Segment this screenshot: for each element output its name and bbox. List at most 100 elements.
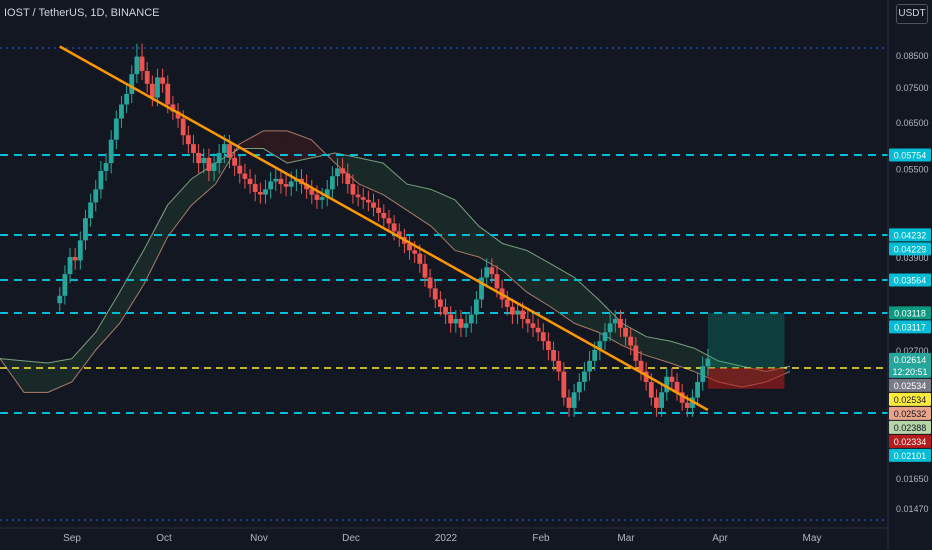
candle-body — [479, 277, 484, 300]
candle-body — [88, 202, 93, 219]
price-label-box — [889, 448, 931, 462]
candle-body — [57, 295, 63, 304]
trendline[interactable] — [59, 45, 709, 412]
candle-body — [273, 178, 279, 182]
price-label-box — [889, 306, 931, 320]
candle-body — [124, 94, 130, 105]
candle-body — [582, 371, 587, 382]
candle-body — [571, 392, 577, 408]
candle-body — [628, 336, 634, 346]
cloud-segment — [646, 336, 671, 364]
candle-body — [232, 157, 238, 166]
price-label-box — [889, 273, 931, 287]
candle-body — [149, 83, 155, 98]
candle-body — [329, 176, 335, 190]
price-label-text: 0.03564 — [894, 276, 927, 286]
candle-body — [170, 104, 176, 112]
candle-body — [623, 327, 628, 337]
candle-body — [360, 197, 366, 200]
candle-body — [504, 299, 510, 307]
candle-body — [489, 267, 495, 275]
candle-body — [551, 350, 556, 361]
candle-body — [458, 318, 464, 328]
cloud-segment — [95, 292, 120, 350]
price-label-text: 0.02532 — [894, 409, 927, 419]
time-tick-label: 2022 — [435, 533, 458, 544]
candle-body — [386, 218, 392, 224]
candle-body — [556, 360, 562, 372]
price-label-text: 0.03117 — [894, 322, 926, 332]
candle-body — [407, 243, 412, 251]
candle-body — [592, 350, 598, 361]
candle-body — [484, 267, 490, 278]
candle-body — [453, 318, 459, 324]
candle-body — [155, 77, 160, 98]
cloud-segment — [574, 277, 599, 333]
time-tick-label: Oct — [156, 533, 172, 544]
currency-button[interactable]: USDT — [896, 4, 928, 24]
candle-body — [180, 118, 186, 136]
price-label-box — [889, 320, 931, 334]
candle-body — [309, 189, 315, 195]
candle-body — [510, 306, 515, 315]
candle-body — [185, 135, 191, 145]
time-tick-label: Feb — [532, 533, 550, 544]
cloud-segment — [119, 250, 144, 324]
candle-body — [216, 152, 222, 164]
price-tick-label: 0.08500 — [896, 51, 929, 61]
candle-body — [340, 168, 346, 174]
cloud-segment — [167, 178, 192, 237]
cloud-segment — [478, 226, 503, 271]
candle-body — [659, 392, 664, 408]
candle-body — [139, 56, 145, 71]
candle-body — [674, 381, 680, 393]
candle-body — [443, 306, 448, 315]
cloud-segment — [550, 263, 575, 324]
price-tick-label: 0.03900 — [896, 253, 929, 263]
cloud-segment — [383, 163, 407, 211]
long-position-tool[interactable] — [707, 312, 785, 389]
candle-body — [381, 212, 387, 219]
candle-body — [705, 358, 711, 367]
candle-body — [221, 144, 227, 153]
candle-body — [144, 71, 150, 84]
cloud-span-a — [0, 148, 791, 373]
candle-body — [319, 197, 325, 200]
candle-body — [535, 327, 541, 333]
candle-body — [654, 397, 659, 408]
candle-body — [160, 77, 166, 84]
candle-body — [427, 277, 433, 289]
price-label-box — [889, 420, 931, 434]
candle-body — [355, 194, 361, 198]
candle-body — [242, 173, 248, 179]
candle-body — [376, 207, 382, 213]
candle-body — [211, 163, 217, 171]
candle-body — [437, 299, 443, 307]
candle-body — [448, 314, 454, 324]
horizontal-levels — [0, 47, 888, 521]
candle-body — [62, 274, 68, 296]
price-label-text: 0.02101 — [894, 451, 927, 461]
candle-body — [412, 250, 418, 254]
time-tick-label: Dec — [342, 533, 360, 544]
price-labels: 0.05754 0.04232 0.04229 0.03564 0.03118 0.031… — [889, 148, 931, 462]
candle-body — [77, 240, 83, 261]
price-tick-label: 0.01650 — [896, 474, 929, 484]
candle-body — [365, 199, 371, 203]
cloud-segment — [23, 360, 48, 393]
candle-body — [335, 168, 340, 177]
time-axis[interactable]: Sep Oct Nov Dec 2022 Feb Mar Apr May — [0, 527, 888, 544]
candle-body — [196, 152, 202, 164]
cloud-segment — [287, 130, 312, 164]
candle-body — [432, 288, 438, 300]
cloud-segment — [47, 358, 72, 393]
candle-body — [561, 371, 567, 398]
candle-body — [494, 274, 500, 289]
price-label-box — [889, 378, 931, 392]
candle-body — [566, 397, 572, 408]
candle-body — [268, 181, 274, 190]
price-label-text: 0.02614 — [894, 355, 927, 365]
candlestick-series — [57, 43, 711, 417]
candle-body — [638, 360, 644, 372]
